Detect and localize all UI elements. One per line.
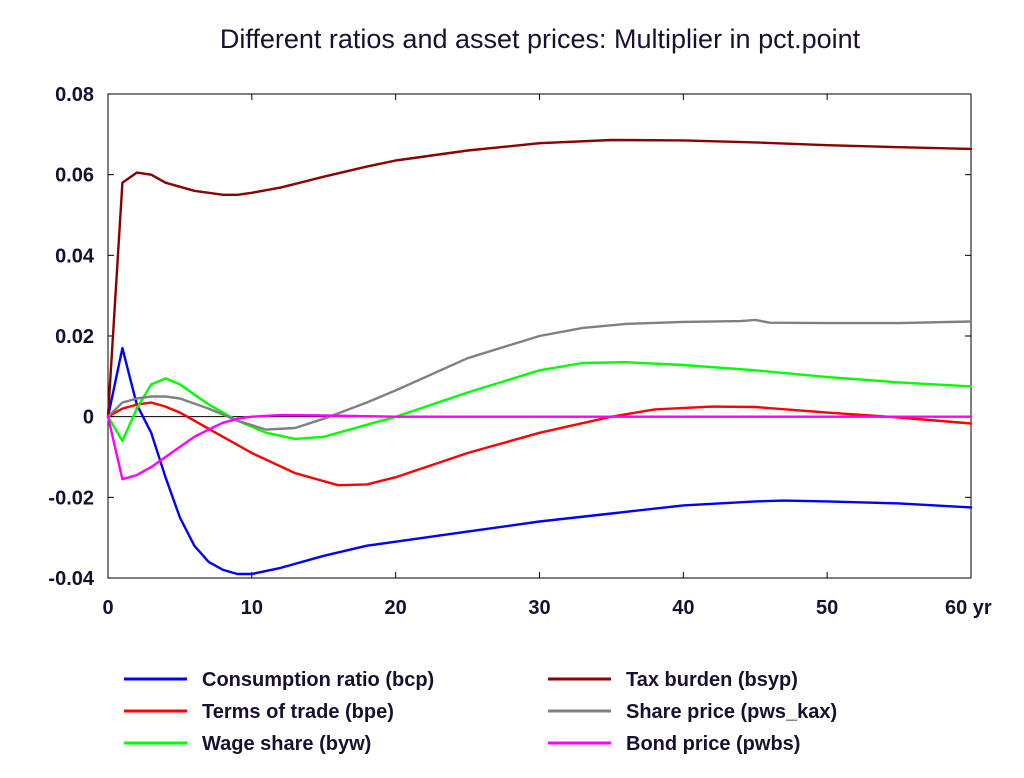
y-tick-label: 0	[83, 407, 94, 429]
x-tick-label: 30	[528, 597, 550, 619]
series-line-4	[106, 318, 973, 431]
x-axis-tick-labels: 0 10 20 30 40 50 60 yr	[102, 597, 991, 619]
legend-label: Bond price (pwbs)	[626, 733, 800, 755]
x-tick-label: 50	[816, 597, 838, 619]
y-tick-label: 0.04	[55, 245, 95, 267]
legend-label: Tax burden (bsyp)	[626, 669, 798, 691]
series-line-0	[106, 346, 973, 576]
legend: Consumption ratio (bcp) Terms of trade (b…	[124, 669, 837, 755]
x-tick-label: 40	[672, 597, 694, 619]
x-tick-label: 20	[385, 597, 407, 619]
y-tick-label: 0.06	[55, 165, 94, 187]
legend-label: Consumption ratio (bcp)	[202, 669, 434, 691]
x-tick-label: 0	[102, 597, 113, 619]
legend-label: Terms of trade (bpe)	[202, 701, 394, 723]
y-tick-label: -0.04	[48, 568, 94, 590]
x-tick-label: 60 yr	[945, 597, 992, 619]
series-line-1	[106, 401, 973, 487]
series-lines	[106, 138, 973, 576]
y-axis-tick-labels: 0.08 0.06 0.04 0.02 0 -0.02 -0.04	[48, 84, 94, 590]
y-tick-label: -0.02	[48, 487, 94, 509]
series-line-3	[106, 138, 973, 418]
y-tick-label: 0.02	[55, 326, 94, 348]
x-tick-label: 10	[241, 597, 263, 619]
legend-label: Share price (pws_kax)	[626, 701, 837, 723]
series-line-5	[106, 413, 973, 481]
legend-label: Wage share (byw)	[202, 733, 371, 755]
series-line-2	[106, 361, 973, 443]
y-tick-label: 0.08	[55, 84, 94, 106]
chart-title: Different ratios and asset prices: Multi…	[220, 24, 861, 54]
